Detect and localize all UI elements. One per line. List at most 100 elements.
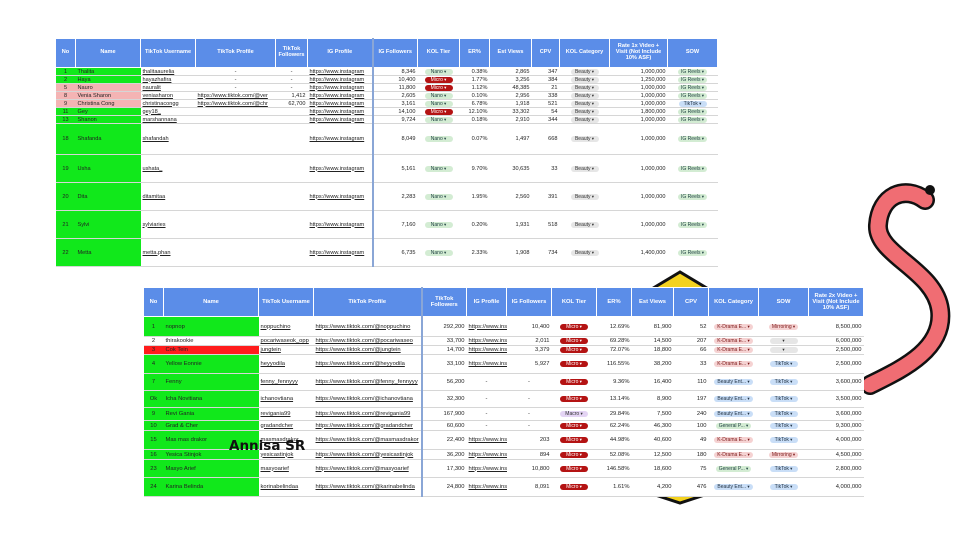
kol-category-dropdown[interactable]: Beauty <box>570 100 599 107</box>
tiktok-username-link[interactable]: noppuchino <box>258 316 314 337</box>
sow-dropdown[interactable] <box>769 347 798 353</box>
col-header-ig-profile[interactable]: IG Profile <box>307 38 373 68</box>
tiktok-profile-link[interactable] <box>195 210 276 239</box>
col-header-sow[interactable]: SOW <box>758 287 809 317</box>
ig-profile-link[interactable]: https://www.instagram <box>307 238 373 267</box>
kol-tier-cell[interactable]: Micro <box>551 345 597 355</box>
col-header-ig-profile[interactable]: IG Profile <box>466 287 507 317</box>
ig-profile-link[interactable]: - <box>466 407 507 421</box>
sow-dropdown[interactable]: TikTok <box>769 379 798 385</box>
sow-cell[interactable]: TikTok <box>667 99 718 108</box>
kol-tier-cell[interactable]: Nano <box>417 99 460 108</box>
kol-tier-dropdown[interactable]: Micro <box>560 484 588 490</box>
kol-category-dropdown[interactable]: Beauty <box>570 76 599 83</box>
name-cell[interactable]: Shanon <box>75 115 141 124</box>
kol-category-dropdown[interactable]: K-Drama E... <box>714 437 753 443</box>
sow-cell[interactable] <box>758 345 809 355</box>
kol-category-cell[interactable]: Beauty Ent... <box>708 407 759 421</box>
kol-tier-dropdown[interactable]: Micro <box>560 323 588 330</box>
kol-tier-cell[interactable]: Nano <box>417 238 460 267</box>
tiktok-username-link[interactable]: shafandah <box>140 123 196 155</box>
kol-category-dropdown[interactable]: Beauty Ent... <box>714 484 753 490</box>
sow-dropdown[interactable]: IG Reels <box>678 68 707 75</box>
kol-category-dropdown[interactable]: General P... <box>715 422 752 429</box>
col-header-tiktok-followers[interactable]: TikTok Followers <box>275 38 308 68</box>
kol-category-dropdown[interactable]: Beauty <box>570 116 599 123</box>
ig-profile-link[interactable]: https://www.instagram <box>307 75 373 84</box>
ig-profile-link[interactable]: https://www.ins <box>466 336 507 346</box>
kol-category-cell[interactable]: Beauty <box>559 154 610 183</box>
kol-tier-cell[interactable]: Micro <box>551 430 597 450</box>
kol-tier-cell[interactable]: Micro <box>417 107 460 116</box>
kol-tier-cell[interactable]: Micro <box>551 420 597 431</box>
sow-cell[interactable]: TikTok <box>758 477 809 497</box>
col-header-tiktok-username[interactable]: TikTok Username <box>140 38 196 68</box>
col-header-kol-category[interactable]: KOL Category <box>708 287 759 317</box>
table-row[interactable]: 19 Usha ushata_ https://www.instagram 5,161 N… <box>55 154 718 183</box>
kol-tier-dropdown[interactable]: Micro <box>560 396 588 402</box>
kol-category-dropdown[interactable]: Beauty <box>570 165 599 172</box>
ig-profile-link[interactable]: https://www.ins <box>466 477 507 497</box>
sow-cell[interactable]: TikTok <box>758 354 809 374</box>
sow-dropdown[interactable]: TikTok <box>678 100 707 107</box>
table-row[interactable]: 4 Yellow Eonnie heyyodila https://www.tikto… <box>143 354 864 374</box>
tiktok-username-link[interactable]: revigania99 <box>258 407 314 421</box>
tiktok-profile-link[interactable]: https://www.tiktok.com/@noppuchino <box>313 316 422 337</box>
table-row[interactable]: 10 Grad & Cher gradandcher https://www.tikt… <box>143 420 864 431</box>
kol-tier-cell[interactable]: Micro <box>417 75 460 84</box>
table-row[interactable]: 5 Nauro nauralit - - https://www.instagram 11,… <box>55 83 718 92</box>
table-row[interactable]: 3 Cok Tein jungtein https://www.tiktok.com/… <box>143 345 864 355</box>
table-row[interactable]: 1 Thalita thalitaaurelia - - https://www.inst… <box>55 67 718 76</box>
kol-tier-dropdown[interactable]: Macro <box>560 411 588 417</box>
tiktok-username-link[interactable]: ushata_ <box>140 154 196 183</box>
table-row[interactable]: 7 Fenny fenny_fennyyy https://www.tiktok.co… <box>143 373 864 391</box>
kol-category-cell[interactable]: Beauty <box>559 83 610 92</box>
tiktok-username-link[interactable]: masyoarief <box>258 459 314 478</box>
col-header-sow[interactable]: SOW <box>667 38 718 68</box>
sow-dropdown[interactable]: TikTok <box>769 484 798 490</box>
table-row[interactable]: 24 Karina Belinda korinabelindaa https://ww… <box>143 477 864 497</box>
tiktok-profile-link[interactable] <box>195 123 276 155</box>
name-cell[interactable]: Christina Cong <box>75 99 141 108</box>
table-row[interactable]: 9 Christina Cong christinacongg https://www… <box>55 99 718 108</box>
sow-cell[interactable]: IG Reels <box>667 238 718 267</box>
name-cell[interactable]: Haya <box>75 75 141 84</box>
tiktok-profile-link[interactable]: https://www.tiktok.com/@yesicastinjok <box>313 449 422 460</box>
name-cell[interactable]: Yellow Eonnie <box>163 354 259 374</box>
kol-tier-dropdown[interactable]: Micro <box>424 108 453 115</box>
kol-category-cell[interactable]: Beauty <box>559 75 610 84</box>
tiktok-profile-link[interactable]: - <box>195 67 276 76</box>
col-header-tiktok-username[interactable]: TikTok Username <box>258 287 314 317</box>
kol-category-cell[interactable]: General P... <box>708 459 759 478</box>
ig-profile-link[interactable]: https://www.ins <box>466 345 507 355</box>
sow-cell[interactable]: IG Reels <box>667 75 718 84</box>
tiktok-profile-link[interactable]: - <box>195 83 276 92</box>
kol-category-cell[interactable]: Beauty <box>559 107 610 116</box>
tiktok-profile-link[interactable]: https://www.tiktok.com/@ichanovtiana <box>313 390 422 408</box>
tiktok-profile-link[interactable]: https://www.tiktok.com/@revigania99 <box>313 407 422 421</box>
tiktok-username-link[interactable]: pocariwaseok_opp <box>258 336 314 346</box>
kol-category-dropdown[interactable]: Beauty <box>570 108 599 115</box>
kol-category-cell[interactable]: Beauty <box>559 210 610 239</box>
name-cell[interactable]: Revi Gania <box>163 407 259 421</box>
sow-dropdown[interactable]: IG Reels <box>678 221 707 228</box>
kol-tier-cell[interactable]: Micro <box>551 390 597 408</box>
sow-dropdown[interactable]: IG Reels <box>678 116 707 123</box>
kol-tier-dropdown[interactable]: Micro <box>560 465 588 472</box>
ig-profile-link[interactable]: https://www.ins <box>466 449 507 460</box>
tiktok-username-link[interactable]: nauralit <box>140 83 196 92</box>
ig-profile-link[interactable]: https://www.instagram <box>307 154 373 183</box>
kol-category-cell[interactable]: Beauty Ent... <box>708 373 759 391</box>
tiktok-profile-link[interactable]: https://www.tiktok.com/@gradandcher <box>313 420 422 431</box>
kol-tier-cell[interactable]: Micro <box>551 477 597 497</box>
kol-tier-dropdown[interactable]: Micro <box>424 76 453 83</box>
tiktok-username-link[interactable]: hayazhafira <box>140 75 196 84</box>
sow-dropdown[interactable]: TikTok <box>769 437 798 443</box>
col-header-rate[interactable]: Rate 2x Video + Visit (Not Include 10% A… <box>808 287 864 317</box>
ig-profile-link[interactable]: https://www.ins <box>466 316 507 337</box>
name-cell[interactable]: Karina Belinda <box>163 477 259 497</box>
sow-cell[interactable]: TikTok <box>758 407 809 421</box>
name-cell[interactable]: Masyo Arief <box>163 459 259 478</box>
kol-category-cell[interactable]: K-Drama E... <box>708 345 759 355</box>
kol-tier-cell[interactable]: Micro <box>551 354 597 374</box>
